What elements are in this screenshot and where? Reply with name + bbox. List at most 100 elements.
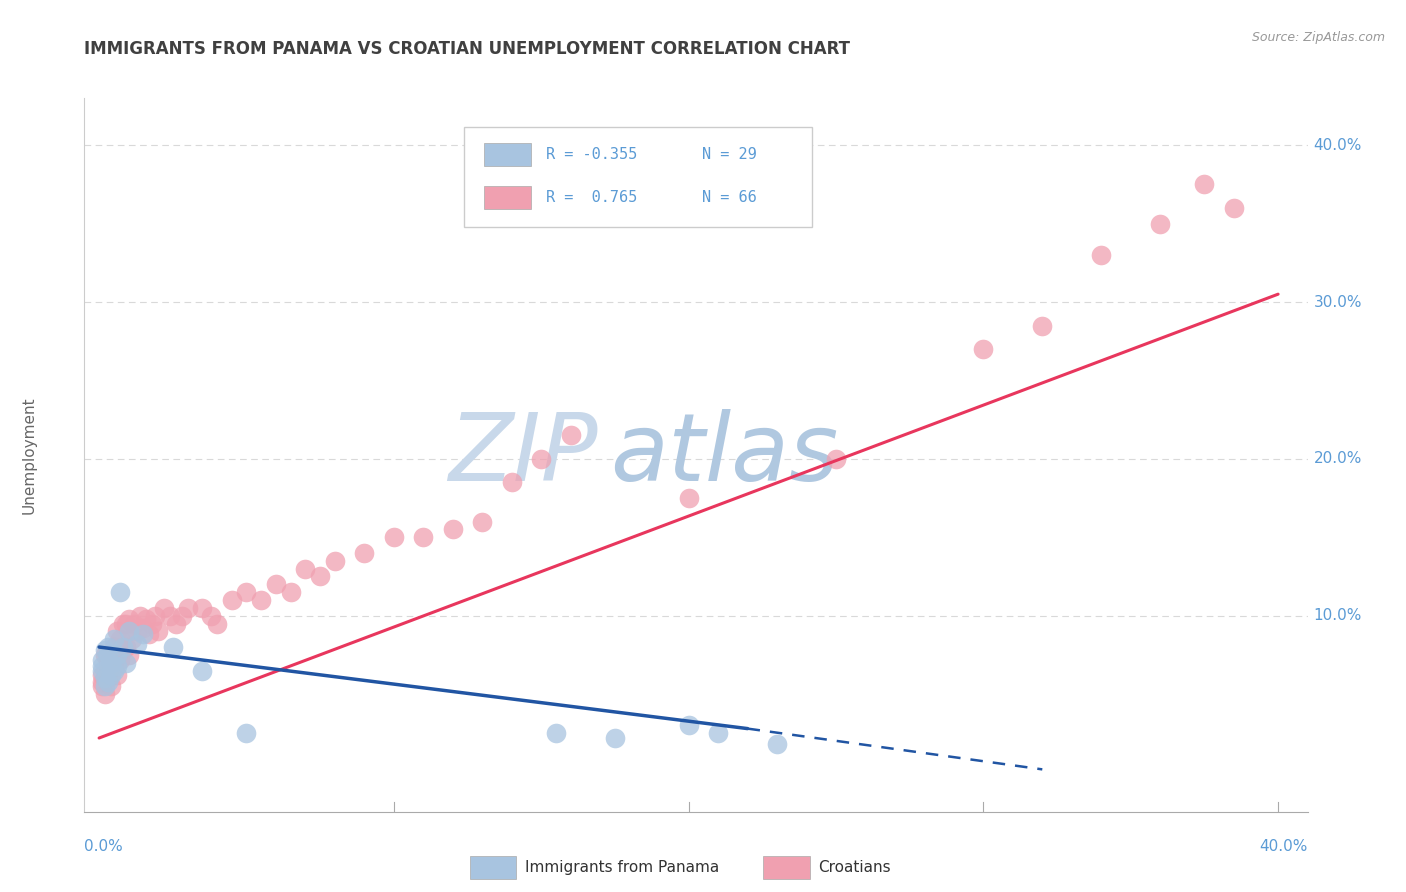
- Point: [294, 561, 316, 575]
- Point: [103, 632, 125, 647]
- Point: [117, 624, 139, 639]
- Point: [603, 731, 626, 745]
- Text: atlas: atlas: [610, 409, 838, 500]
- Point: [103, 640, 125, 654]
- Point: [1223, 201, 1246, 215]
- FancyBboxPatch shape: [763, 856, 810, 879]
- Text: 0.0%: 0.0%: [84, 839, 124, 854]
- Point: [94, 687, 117, 701]
- Point: [114, 640, 136, 654]
- Point: [221, 593, 243, 607]
- Point: [176, 600, 198, 615]
- Point: [501, 475, 523, 490]
- Point: [353, 546, 375, 560]
- Text: 30.0%: 30.0%: [1313, 294, 1362, 310]
- Point: [111, 643, 134, 657]
- Point: [138, 627, 160, 641]
- Text: Source: ZipAtlas.com: Source: ZipAtlas.com: [1251, 31, 1385, 45]
- Point: [97, 672, 120, 686]
- Point: [162, 640, 184, 654]
- Point: [105, 648, 128, 662]
- Text: N = 66: N = 66: [702, 190, 756, 205]
- Point: [100, 656, 122, 670]
- Point: [103, 658, 125, 673]
- Point: [127, 624, 149, 639]
- Point: [309, 569, 332, 583]
- Point: [97, 640, 120, 654]
- Point: [200, 608, 222, 623]
- Point: [1149, 217, 1171, 231]
- Point: [103, 652, 125, 666]
- Point: [530, 451, 553, 466]
- Point: [143, 608, 166, 623]
- Point: [165, 616, 187, 631]
- Point: [132, 621, 155, 635]
- Point: [117, 612, 139, 626]
- Point: [97, 656, 120, 670]
- Point: [678, 491, 700, 505]
- Point: [170, 608, 193, 623]
- Point: [129, 608, 152, 623]
- Text: IMMIGRANTS FROM PANAMA VS CROATIAN UNEMPLOYMENT CORRELATION CHART: IMMIGRANTS FROM PANAMA VS CROATIAN UNEMP…: [84, 40, 851, 58]
- Point: [108, 632, 131, 647]
- Point: [121, 632, 143, 647]
- Point: [94, 643, 117, 657]
- Point: [105, 658, 128, 673]
- Point: [205, 616, 228, 631]
- Point: [235, 726, 257, 740]
- Point: [544, 726, 567, 740]
- Text: R =  0.765: R = 0.765: [546, 190, 637, 205]
- Point: [153, 600, 176, 615]
- Text: 20.0%: 20.0%: [1313, 451, 1362, 467]
- Point: [825, 451, 848, 466]
- Point: [159, 608, 181, 623]
- Point: [972, 342, 994, 356]
- Point: [91, 658, 114, 673]
- Point: [97, 674, 120, 689]
- Point: [412, 530, 434, 544]
- Point: [1090, 248, 1112, 262]
- Point: [94, 648, 117, 662]
- Point: [280, 585, 302, 599]
- Point: [1194, 178, 1216, 192]
- Point: [132, 627, 155, 641]
- Point: [91, 668, 114, 682]
- Text: Unemployment: Unemployment: [22, 396, 37, 514]
- Point: [323, 554, 346, 568]
- Point: [117, 648, 139, 662]
- Text: R = -0.355: R = -0.355: [546, 147, 637, 162]
- FancyBboxPatch shape: [484, 186, 531, 209]
- Text: Croatians: Croatians: [818, 860, 891, 875]
- FancyBboxPatch shape: [464, 127, 813, 227]
- Point: [91, 674, 114, 689]
- Point: [707, 726, 730, 740]
- Point: [105, 624, 128, 639]
- Point: [91, 664, 114, 678]
- Point: [94, 679, 117, 693]
- Point: [97, 648, 120, 662]
- Point: [250, 593, 273, 607]
- Point: [382, 530, 405, 544]
- FancyBboxPatch shape: [484, 143, 531, 166]
- Point: [105, 668, 128, 682]
- Point: [678, 718, 700, 732]
- Point: [97, 664, 120, 678]
- Text: ZIP: ZIP: [449, 409, 598, 500]
- Point: [91, 679, 114, 693]
- Point: [141, 616, 163, 631]
- Point: [111, 616, 134, 631]
- Point: [108, 652, 131, 666]
- Point: [94, 672, 117, 686]
- Point: [264, 577, 287, 591]
- Point: [94, 672, 117, 686]
- Point: [135, 612, 157, 626]
- FancyBboxPatch shape: [470, 856, 516, 879]
- Point: [103, 664, 125, 678]
- Point: [127, 637, 149, 651]
- Text: N = 29: N = 29: [702, 147, 756, 162]
- Point: [1031, 318, 1053, 333]
- Point: [108, 585, 131, 599]
- Point: [235, 585, 257, 599]
- Point: [100, 648, 122, 662]
- Point: [100, 668, 122, 682]
